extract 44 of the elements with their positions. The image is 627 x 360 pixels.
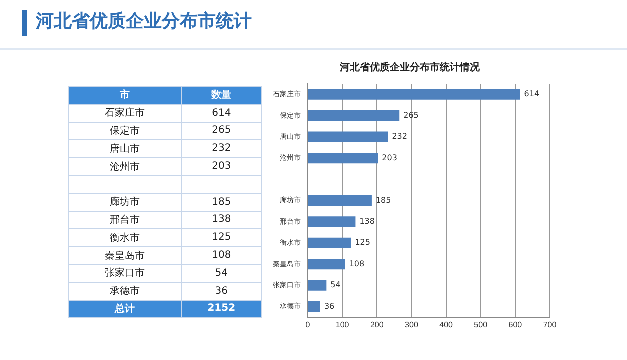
x-tick-label: 700 xyxy=(543,320,558,330)
x-tick-label: 300 xyxy=(405,320,419,330)
x-tick-label: 400 xyxy=(440,320,454,330)
text: 数量 xyxy=(182,86,262,104)
x-tick-label: 100 xyxy=(336,320,350,330)
text: 185 xyxy=(212,196,232,208)
category-label: 廊坊市 xyxy=(110,197,140,208)
text: 54 xyxy=(215,268,228,279)
data-label: 203 xyxy=(382,153,398,162)
x-tick-label: 0 xyxy=(306,320,311,330)
category-label: 邢台市 xyxy=(110,214,140,226)
text: 614 xyxy=(212,108,232,119)
category-label: 承德市 xyxy=(110,286,140,298)
text: 108 xyxy=(212,250,232,262)
text: 125 xyxy=(212,232,232,244)
data-label: 232 xyxy=(392,132,408,142)
text: 36 xyxy=(215,286,228,297)
text: 138 xyxy=(212,214,232,226)
data-label: 138 xyxy=(360,216,375,226)
category-label: 沧州市 xyxy=(110,162,140,173)
data-label: 54 xyxy=(330,280,341,290)
text: 203 xyxy=(212,161,232,172)
data-label: 36 xyxy=(324,302,335,311)
x-tick-label: 500 xyxy=(474,320,488,330)
category-label: 秦皇岛市 xyxy=(105,250,146,262)
category-label: 石家庄市 xyxy=(105,108,146,120)
data-label: 265 xyxy=(404,110,419,120)
category-label: 张家口市 xyxy=(105,268,146,280)
category-label: 衡水市 xyxy=(110,232,140,244)
data-label: 185 xyxy=(376,196,392,205)
text: 2152 xyxy=(182,300,262,318)
chart-subtitle: 河北省优质企业分布市统计情况 xyxy=(339,62,481,74)
text: 河北省优质企业分布市统计 xyxy=(36,10,252,33)
text: 265 xyxy=(212,125,232,136)
data-label: 614 xyxy=(524,90,540,99)
x-tick-label: 600 xyxy=(508,320,523,330)
text: 232 xyxy=(212,143,232,154)
x-tick-label: 200 xyxy=(370,320,384,330)
category-label: 保定市 xyxy=(110,126,140,137)
text: 市 xyxy=(68,86,182,104)
data-label: 125 xyxy=(355,238,370,248)
category-label: 唐山市 xyxy=(110,144,140,155)
data-label: 108 xyxy=(349,259,365,268)
text: 总计 xyxy=(68,300,182,318)
